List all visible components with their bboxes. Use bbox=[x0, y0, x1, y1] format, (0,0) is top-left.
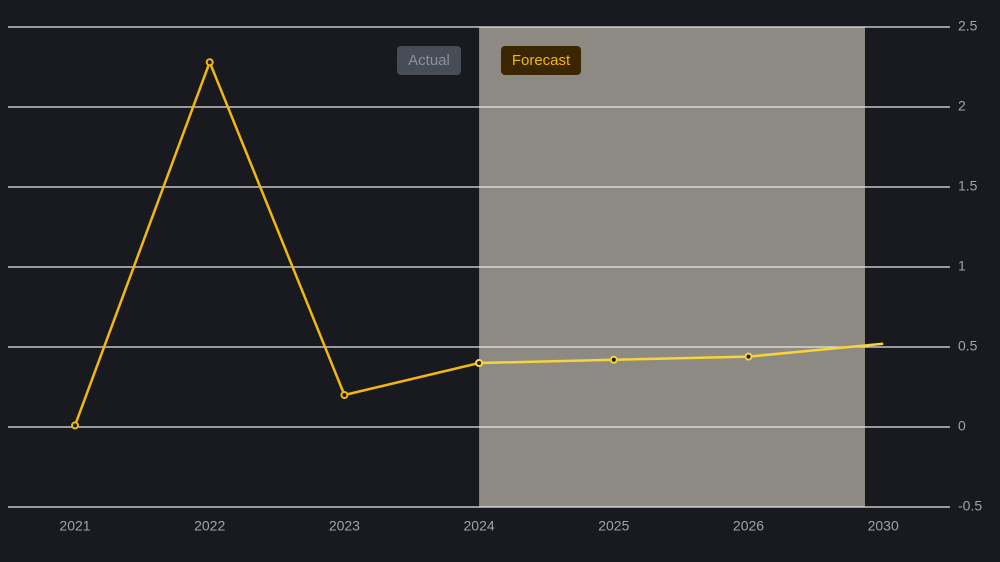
y-tick-label: 2.5 bbox=[958, 18, 978, 34]
x-tick-label: 2024 bbox=[464, 518, 495, 534]
y-tick-label: 0 bbox=[958, 418, 966, 434]
x-tick-label: 2023 bbox=[329, 518, 360, 534]
legend-button[interactable] bbox=[501, 46, 581, 75]
legend-button[interactable] bbox=[397, 46, 461, 75]
y-tick-label: 2 bbox=[958, 98, 966, 114]
x-tick-label: 2025 bbox=[598, 518, 629, 534]
y-tick-label: 1.5 bbox=[958, 178, 978, 194]
point bbox=[609, 355, 618, 364]
line-series bbox=[479, 342, 884, 365]
point bbox=[340, 391, 349, 399]
legend-label[interactable]: Actual bbox=[408, 52, 450, 69]
point bbox=[475, 359, 484, 367]
legend-label[interactable]: Forecast bbox=[512, 52, 571, 69]
point bbox=[744, 352, 753, 361]
x-tick-label: 2022 bbox=[194, 518, 225, 534]
y-tick-label: 1 bbox=[958, 258, 966, 274]
x-tick-label: 2026 bbox=[733, 518, 764, 534]
x-tick-label: 2030 bbox=[868, 518, 899, 534]
point bbox=[71, 421, 79, 430]
x-tick-label: 2021 bbox=[59, 518, 90, 534]
y-tick-label: -0.5 bbox=[958, 498, 982, 514]
point bbox=[205, 58, 214, 67]
line-series bbox=[73, 58, 480, 426]
y-tick-label: 0.5 bbox=[958, 338, 978, 354]
